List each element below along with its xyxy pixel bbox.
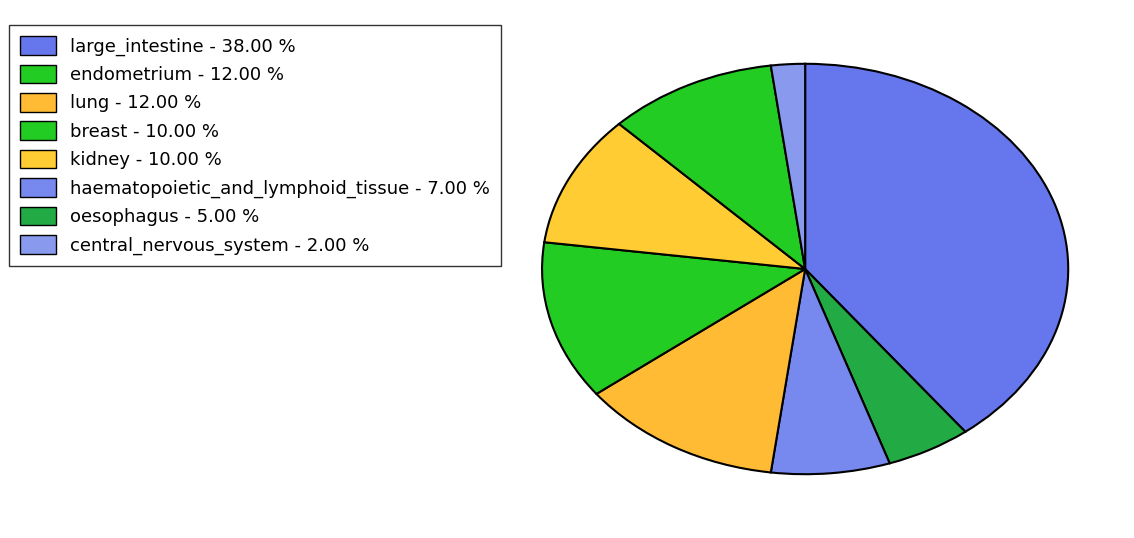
Wedge shape <box>619 66 805 269</box>
Legend: large_intestine - 38.00 %, endometrium - 12.00 %, lung - 12.00 %, breast - 10.00: large_intestine - 38.00 %, endometrium -… <box>9 25 501 266</box>
Wedge shape <box>771 64 805 269</box>
Wedge shape <box>771 269 890 474</box>
Wedge shape <box>542 242 805 394</box>
Wedge shape <box>544 124 805 269</box>
Wedge shape <box>805 64 1068 432</box>
Wedge shape <box>596 269 805 472</box>
Wedge shape <box>805 269 965 463</box>
